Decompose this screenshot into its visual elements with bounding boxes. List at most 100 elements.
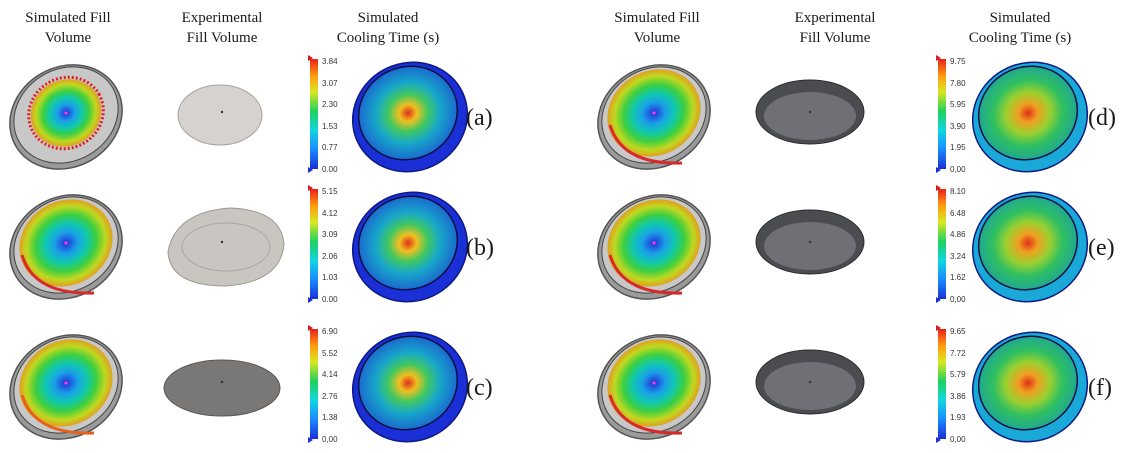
cooling-contour [977, 335, 1079, 431]
colorbar-tick: 5.79 [950, 370, 966, 380]
colorbar-tick: 0.77 [322, 143, 338, 153]
colorbar [310, 59, 318, 169]
colorbar-tick: 9.75 [950, 57, 966, 66]
panel-label: (b) [466, 235, 494, 261]
colorbar [938, 189, 946, 299]
colorbar-tick: 2.76 [322, 391, 338, 401]
gate-mark [220, 110, 224, 114]
colorbar-max-arrow [936, 55, 941, 61]
colorbar-tick: 1.93 [950, 413, 966, 423]
colorbar-tick: 9.65 [950, 327, 966, 336]
part-cavity [764, 362, 856, 410]
header-experimental-fill-right: Experimental Fill Volume [794, 10, 876, 46]
header-simulated-fill-left: Simulated Fill Volume [25, 10, 111, 46]
panel-label: (f) [1088, 375, 1112, 401]
colorbar-tick: 2.30 [322, 100, 338, 110]
part-ring [181, 222, 271, 272]
cooling-time-disc [971, 61, 1089, 173]
colorbar-tick: 0,00 [322, 435, 338, 444]
experimental-part-photo [755, 79, 865, 145]
header-simulated-cooling-left: Simulated Cooling Time (s) [336, 10, 440, 46]
colorbar-max-arrow [308, 325, 313, 331]
cooling-time-disc [971, 331, 1089, 443]
colorbar-min-arrow [308, 437, 313, 443]
cooling-time-disc [351, 331, 469, 443]
experimental-part-photo [755, 209, 865, 275]
colorbar-tick: 7.72 [950, 348, 966, 358]
colorbar-min-arrow [936, 437, 941, 443]
experimental-part-photo [163, 359, 281, 417]
colorbar-tick: 8.10 [950, 187, 966, 196]
colorbar [310, 189, 318, 299]
colorbar-tick: 6.48 [950, 208, 966, 218]
colorbar-max-arrow [936, 185, 941, 191]
injection-point [652, 241, 656, 245]
colorbar-min-arrow [308, 297, 313, 303]
cooling-contour [357, 335, 459, 431]
colorbar [310, 329, 318, 439]
colorbar-tick: 4.12 [322, 208, 338, 218]
panel-label: (d) [1088, 105, 1116, 131]
cooling-time-disc [971, 191, 1089, 303]
colorbar-min-arrow [308, 167, 313, 173]
colorbar-tick: 3.86 [950, 391, 966, 401]
colorbar-tick: 3.07 [322, 78, 338, 88]
panel-label: (e) [1088, 235, 1115, 261]
colorbar-tick: 1.53 [322, 121, 338, 131]
colorbar-max-arrow [308, 185, 313, 191]
colorbar-tick: 0.00 [322, 295, 338, 304]
header-simulated-fill-right: Simulated Fill Volume [614, 10, 700, 46]
colorbar-tick: 1.95 [950, 143, 966, 153]
colorbar-max-arrow [308, 55, 313, 61]
colorbar-tick: 0,00 [950, 295, 966, 304]
flow-front [608, 394, 683, 435]
colorbar-tick: 3.24 [950, 251, 966, 261]
simulated-fill-disc [9, 194, 123, 300]
colorbar-tick: 7.80 [950, 78, 966, 88]
gate-mark [808, 380, 812, 384]
gate-mark [808, 110, 812, 114]
colorbar-min-arrow [936, 297, 941, 303]
gate-mark [220, 380, 224, 384]
colorbar-tick: 0,00 [950, 435, 966, 444]
colorbar-tick: 4.86 [950, 230, 966, 240]
colorbar [938, 59, 946, 169]
flow-front [608, 254, 683, 295]
colorbar-tick: 3.90 [950, 121, 966, 131]
panel-label: (a) [466, 105, 493, 131]
injection-point [64, 111, 68, 115]
panel-label: (c) [466, 375, 493, 401]
colorbar-tick: 5.52 [322, 348, 338, 358]
cooling-contour [977, 195, 1079, 291]
colorbar-tick: 4.14 [322, 370, 338, 380]
colorbar-tick: 0.00 [322, 165, 338, 174]
experimental-part-photo [177, 84, 263, 146]
colorbar-tick: 0,00 [950, 165, 966, 174]
experimental-part-photo [755, 349, 865, 415]
colorbar-tick: 1.03 [322, 273, 338, 283]
colorbar [938, 329, 946, 439]
simulated-fill-disc [597, 334, 711, 440]
simulated-fill-disc [597, 64, 711, 170]
part-body [177, 84, 263, 146]
injection-point [652, 381, 656, 385]
cooling-time-disc [351, 61, 469, 173]
colorbar-min-arrow [936, 167, 941, 173]
colorbar-tick: 6.90 [322, 327, 338, 336]
part-body [163, 359, 281, 417]
colorbar-tick: 5.95 [950, 100, 966, 110]
part-cavity [764, 92, 856, 140]
header-simulated-cooling-right: Simulated Cooling Time (s) [968, 10, 1072, 46]
colorbar-tick: 3.09 [322, 230, 338, 240]
simulated-fill-disc [9, 64, 123, 170]
simulated-fill-disc [597, 194, 711, 300]
part-cavity [764, 222, 856, 270]
colorbar-tick: 1.62 [950, 273, 966, 283]
part-body [167, 207, 285, 287]
colorbar-tick: 3.84 [322, 57, 338, 66]
colorbar-tick: 5.15 [322, 187, 338, 196]
experimental-part-photo [167, 207, 285, 287]
cooling-contour [357, 195, 459, 291]
gate-mark [220, 240, 224, 244]
colorbar-tick: 1.38 [322, 413, 338, 423]
